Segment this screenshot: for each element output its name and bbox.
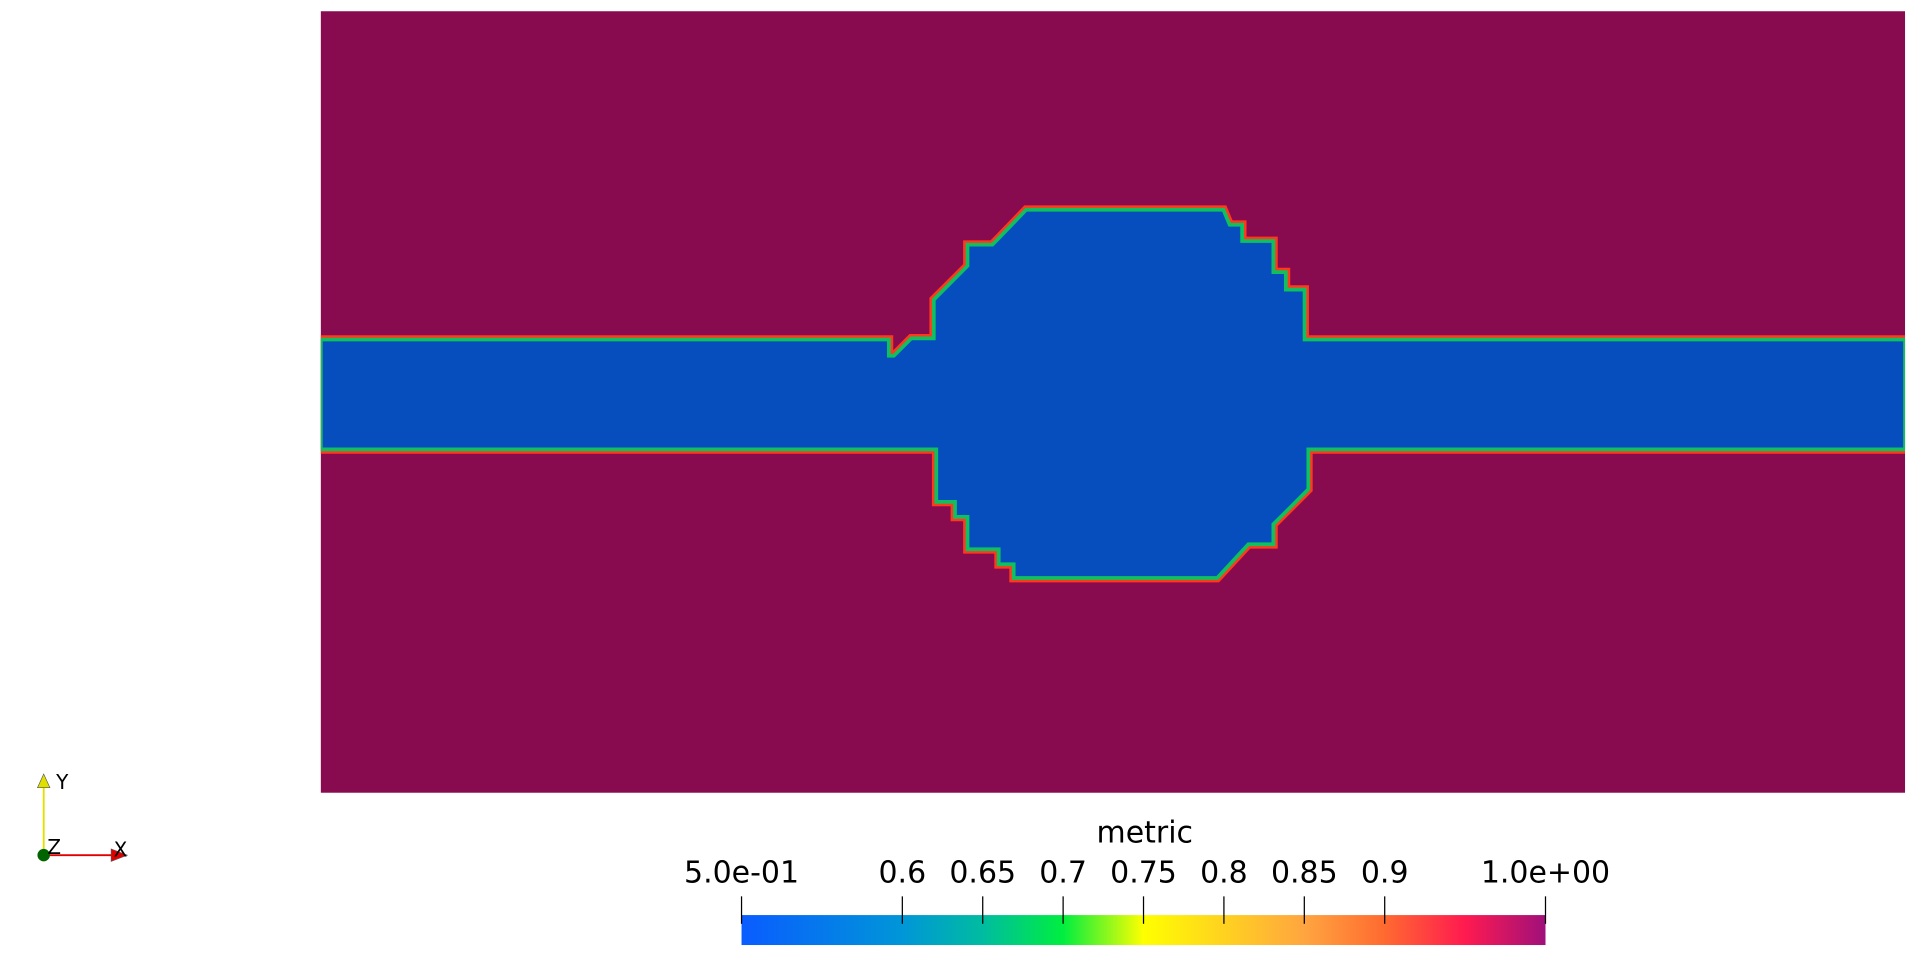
tick-label: 1.0e+00: [1481, 856, 1610, 891]
tick-label: 0.6: [879, 856, 927, 891]
tick-label: 0.75: [1110, 856, 1177, 891]
tick-label: 5.0e-01: [684, 856, 799, 891]
z-axis: [37, 848, 50, 862]
x-arrow: [110, 848, 129, 862]
y-arrow: [36, 773, 51, 789]
tick-label: 0.65: [949, 856, 1016, 891]
axis-label: Y: [55, 770, 69, 794]
axis-label: X: [114, 837, 128, 861]
tick-label: 0.7: [1039, 856, 1087, 891]
colorbar-title: metric: [1097, 816, 1193, 851]
field-region: [320, 207, 1906, 580]
field-layer: [320, 205, 1906, 583]
axes-triad: Y Z X: [36, 770, 129, 862]
tick-label: 0.85: [1271, 856, 1338, 891]
tick-label: 0.9: [1361, 856, 1409, 891]
tick-label: 0.8: [1200, 856, 1248, 891]
axis-label: Z: [47, 835, 61, 859]
